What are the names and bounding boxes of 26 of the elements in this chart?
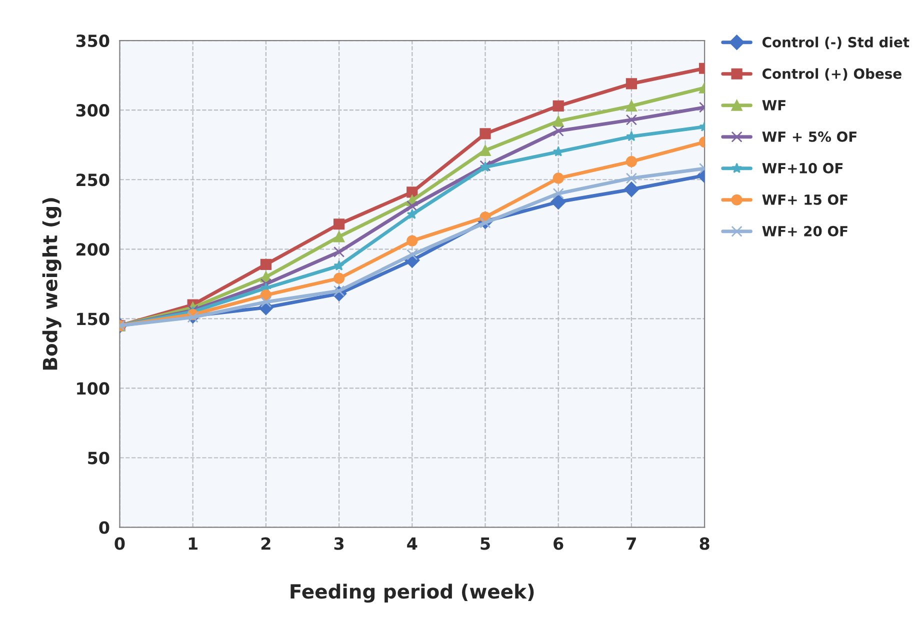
y-tick-label: 50 bbox=[88, 452, 110, 464]
y-tick-label: 200 bbox=[76, 243, 110, 256]
x-tick-label: 5 bbox=[480, 538, 490, 550]
legend-label: WF+ 15 OF bbox=[762, 194, 848, 205]
y-axis-title: Body weight (g) bbox=[42, 198, 62, 370]
y-tick-label: 300 bbox=[76, 104, 110, 117]
legend-label: WF+ 20 OF bbox=[762, 226, 848, 236]
x-tick-label: 7 bbox=[626, 538, 636, 550]
x-tick-label: 0 bbox=[114, 537, 125, 550]
y-tick-label: 0 bbox=[99, 521, 110, 534]
y-tick-label: 150 bbox=[77, 312, 110, 326]
legend-label: WF + 5% OF bbox=[762, 131, 856, 142]
x-tick-label: 4 bbox=[407, 538, 418, 550]
x-tick-label: 6 bbox=[554, 537, 564, 550]
x-tick-label: 2 bbox=[261, 537, 270, 550]
legend-label: Control (+) Obese bbox=[762, 68, 902, 81]
legend-label: Control (-) Std diet bbox=[762, 36, 910, 50]
x-tick-label: 8 bbox=[700, 537, 710, 550]
x-tick-label: 3 bbox=[334, 537, 344, 550]
x-axis-title: Feeding period (week) bbox=[290, 584, 534, 603]
x-tick-label: 1 bbox=[188, 538, 198, 550]
y-tick-label: 250 bbox=[76, 174, 110, 186]
legend-label: WF+10 OF bbox=[762, 162, 843, 174]
legend-label: WF bbox=[762, 100, 786, 110]
y-tick-label: 100 bbox=[77, 382, 110, 395]
y-tick-label: 350 bbox=[76, 34, 110, 48]
